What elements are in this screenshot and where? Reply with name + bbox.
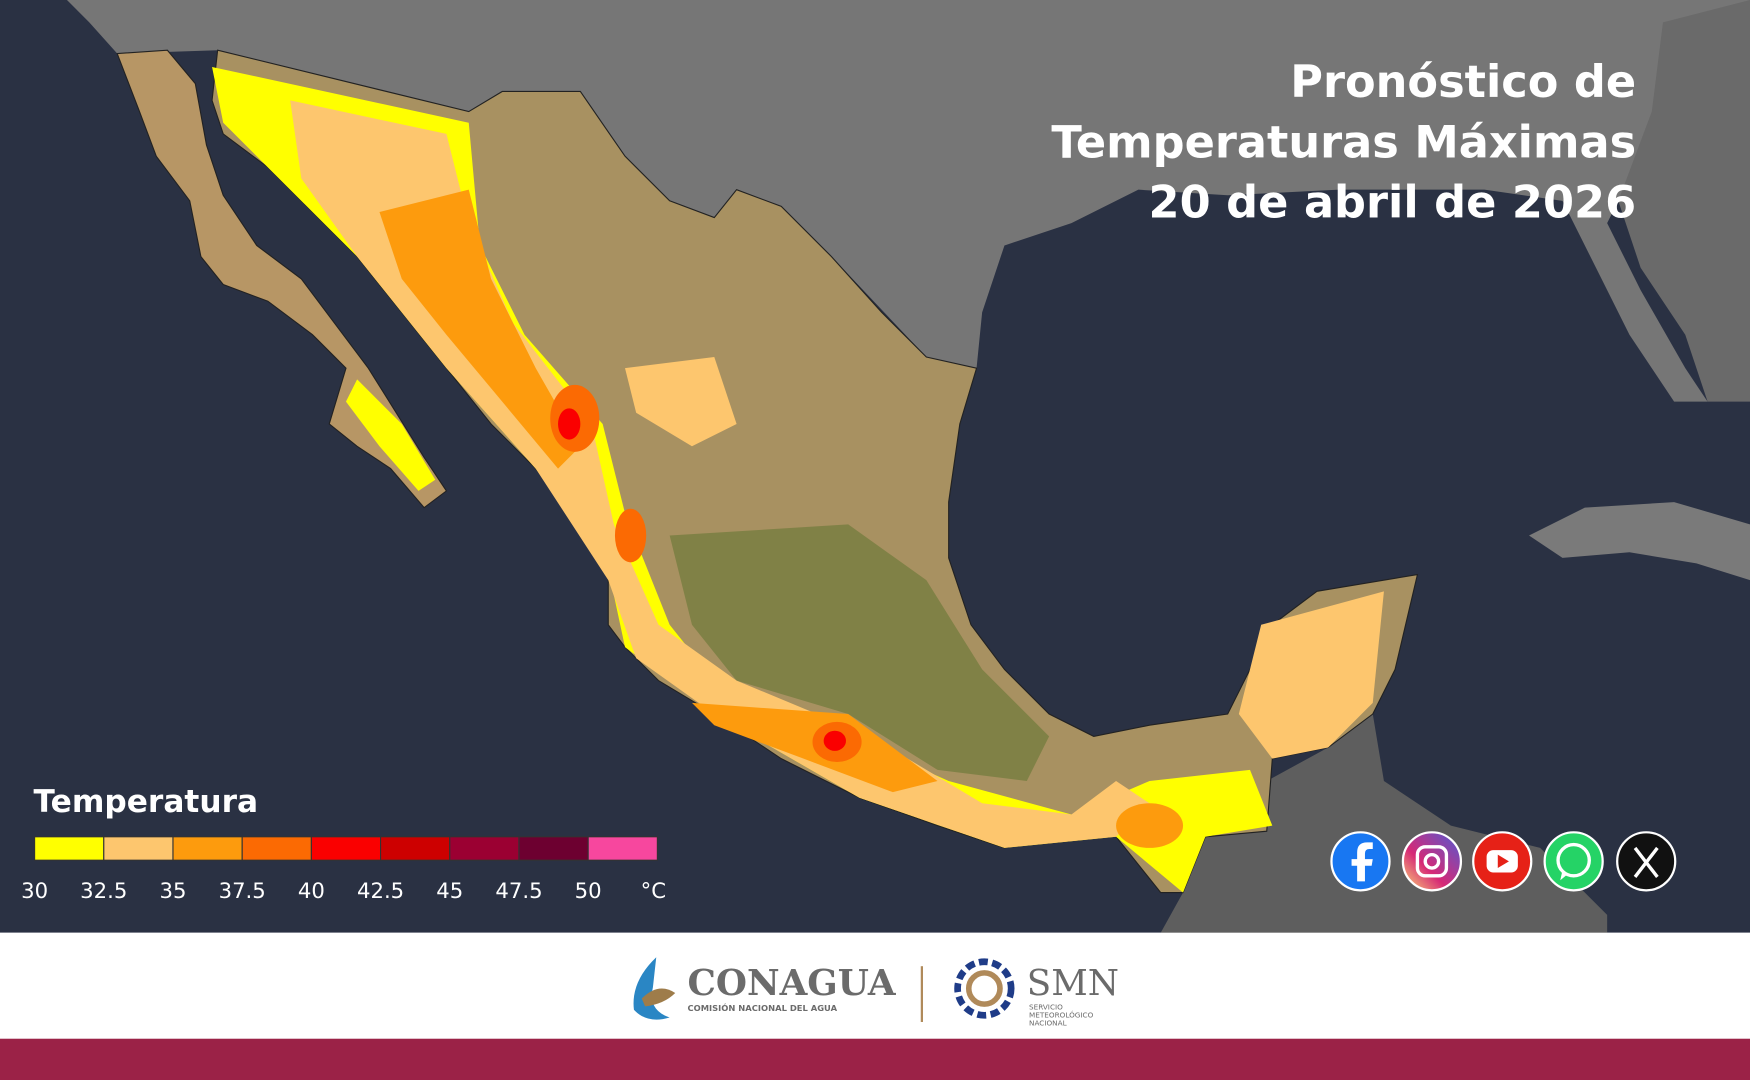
conagua-subtitle: COMISIÓN NACIONAL DEL AGUA (688, 1002, 838, 1013)
smn-subtitle: METEOROLÓGICO (1029, 1011, 1094, 1020)
smn-logo (954, 958, 1015, 1019)
legend-unit: °C (641, 878, 666, 903)
whatsapp-icon[interactable] (1543, 831, 1604, 892)
legend-swatch (241, 836, 312, 861)
legend-swatch (310, 836, 382, 861)
legend-tick-label: 42.5 (357, 878, 404, 903)
vegetation (669, 524, 1050, 781)
legend-swatch (587, 836, 658, 861)
title-line: 20 de abril de 2026 (1149, 177, 1637, 229)
legend-swatch (172, 836, 243, 861)
conagua-name: CONAGUA (688, 962, 897, 1004)
legend-tick-label: 37.5 (219, 878, 266, 903)
footer (0, 932, 1750, 1039)
legend-tick-label: 32.5 (80, 878, 127, 903)
conagua-logo (633, 957, 670, 1020)
florida (1618, 0, 1750, 402)
legend-swatch (518, 836, 589, 861)
legend-tick-label: 50 (575, 878, 602, 903)
legend-tick-label: 35 (160, 878, 187, 903)
legend-swatch (103, 836, 174, 861)
legend-swatch (380, 836, 451, 861)
legend-tick-label: 45 (436, 878, 463, 903)
us-land (66, 0, 1750, 402)
legend: 30 32.5 35 37.5 40 42.5 45 47.5 50 °C (21, 836, 666, 903)
smn-name: SMN (1027, 963, 1119, 1004)
cuba (1529, 502, 1750, 581)
legend-tick-label: 30 (21, 878, 48, 903)
smn-subtitle: NACIONAL (1029, 1018, 1067, 1027)
legend-tick-label: 47.5 (495, 878, 542, 903)
legend-tick-label: 40 (298, 878, 325, 903)
legend-title: Temperatura (33, 784, 258, 820)
title-line: Temperaturas Máximas (1051, 116, 1636, 168)
instagram-icon[interactable] (1401, 831, 1463, 892)
title-line: Pronóstico de (1290, 56, 1636, 108)
legend-swatch (449, 836, 520, 861)
footer-band (0, 1038, 1750, 1080)
temperature-field (212, 66, 1384, 893)
social-icons (1330, 831, 1677, 892)
smn-subtitle: SERVICIO (1029, 1003, 1063, 1012)
legend-swatch (34, 836, 105, 861)
